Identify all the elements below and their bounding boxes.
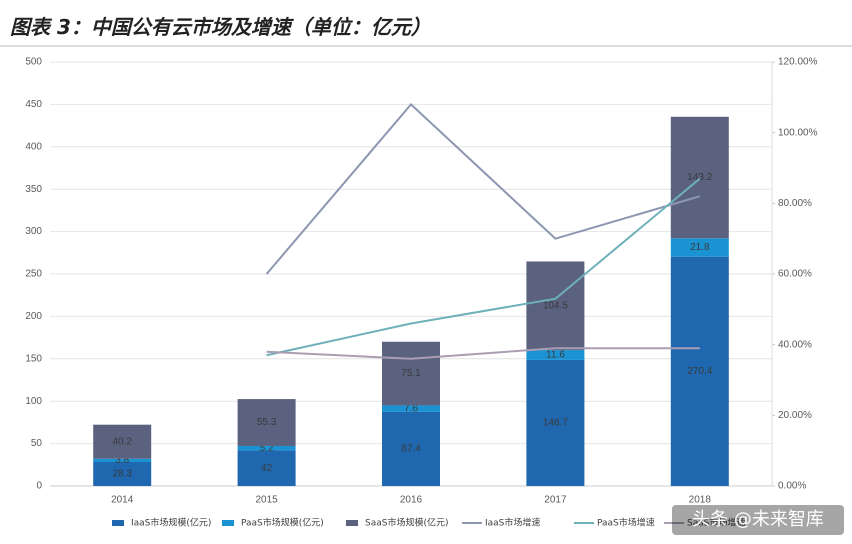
data-label: 42 [261,463,273,474]
x-tick-label: 2015 [255,495,278,506]
bar-segment [382,341,440,406]
bar-segment [93,424,152,459]
legend-label: IaaS市场增速 [485,517,540,529]
y2-tick-label: 0.00% [778,481,806,492]
data-label: 21.8 [690,242,710,253]
data-label: 3.8 [115,455,129,466]
data-label: 11.6 [546,350,565,361]
data-label: 104.5 [543,300,568,311]
bar-segment [93,458,152,463]
data-label: 87.4 [401,444,421,455]
legend-label: IaaS市场规模(亿元) [131,517,211,529]
bar-segment [670,238,729,257]
bar-segment [382,405,440,412]
y2-tick-label: 20.00% [778,410,812,421]
chart-title: 图表 3：中国公有云市场及增速（单位：亿元） [10,15,431,39]
growth-line [265,102,701,275]
legend-label: PaaS市场增速 [597,517,655,529]
y-tick-label: 100 [25,396,42,407]
y-tick-label: 200 [25,311,42,322]
bar-segment [237,445,296,451]
legend-swatch [222,520,234,526]
data-label: 75.1 [401,368,421,379]
y-tick-label: 300 [25,226,42,237]
y-tick-label: 350 [25,184,42,195]
y2-tick-label: 40.00% [778,339,812,350]
bar-segment [526,350,585,360]
data-label: 270.4 [687,366,712,377]
bar-segment [670,116,729,239]
data-label: 40.2 [112,436,132,447]
growth-line [266,177,701,357]
y-tick-label: 0 [36,481,42,492]
data-label: 55.3 [257,417,277,428]
y-tick-label: 50 [31,438,43,449]
legend-swatch [112,520,124,526]
growth-line [266,347,700,360]
y-tick-label: 400 [25,141,42,152]
x-tick-label: 2018 [689,495,712,506]
data-label: 143.2 [687,172,712,183]
y-tick-label: 500 [25,57,42,68]
legend-label: PaaS市场规模(亿元) [241,517,324,529]
y2-tick-label: 120.00% [778,57,818,68]
y2-tick-label: 60.00% [778,269,812,280]
bar-segment [382,411,440,486]
bar-segment [526,359,585,486]
bar-segment [93,462,152,486]
bar-segment [670,256,729,486]
data-label: 148.7 [543,418,568,429]
data-label: 5.2 [260,443,274,454]
data-label: 7.6 [404,403,418,414]
legend-swatch [346,520,358,526]
bar-segment [526,261,585,351]
y-tick-label: 250 [25,269,42,280]
y-tick-label: 450 [25,99,42,110]
x-tick-label: 2017 [544,495,567,506]
watermark-bg [672,505,844,535]
bar-segment [237,450,296,486]
bar-segment [237,399,296,446]
data-label: 28.3 [112,469,132,480]
legend-label: SaaS市场规模(亿元) [365,517,448,529]
x-tick-label: 2014 [111,495,134,506]
watermark: 头条 @未来智库 [692,509,824,530]
y2-tick-label: 100.00% [778,127,818,138]
y-tick-label: 150 [25,353,42,364]
legend-label: SaaS市场增速 [687,517,745,529]
y2-tick-label: 80.00% [778,198,812,209]
x-tick-label: 2016 [400,495,423,506]
